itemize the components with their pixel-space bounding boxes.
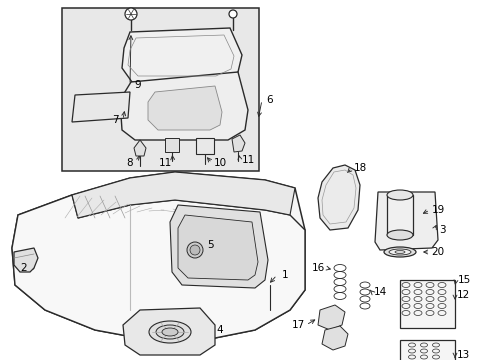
Circle shape	[190, 245, 200, 255]
Text: 13: 13	[455, 350, 468, 360]
Polygon shape	[374, 192, 437, 250]
Bar	[399, 280, 454, 328]
Polygon shape	[72, 172, 294, 218]
Text: 11: 11	[158, 158, 171, 168]
Polygon shape	[178, 215, 258, 280]
Bar	[164, 138, 179, 152]
Text: 4: 4	[216, 325, 223, 335]
Polygon shape	[317, 305, 345, 330]
Text: 14: 14	[373, 287, 386, 297]
Polygon shape	[134, 140, 146, 156]
Text: 8: 8	[126, 158, 133, 168]
Text: 15: 15	[456, 275, 469, 285]
Circle shape	[125, 8, 137, 20]
Polygon shape	[122, 28, 242, 82]
Text: 16: 16	[311, 263, 324, 273]
Text: 12: 12	[455, 290, 468, 300]
Text: 7: 7	[111, 115, 118, 125]
Text: 11: 11	[241, 155, 254, 165]
Polygon shape	[12, 172, 305, 342]
Ellipse shape	[162, 328, 178, 336]
Bar	[399, 340, 454, 360]
Text: 10: 10	[213, 158, 226, 168]
Text: 18: 18	[353, 163, 366, 173]
Text: 20: 20	[430, 247, 444, 257]
Polygon shape	[170, 205, 267, 288]
Text: 2: 2	[20, 263, 27, 273]
Ellipse shape	[386, 190, 412, 200]
Text: 5: 5	[206, 240, 213, 250]
Text: 17: 17	[291, 320, 304, 330]
Polygon shape	[123, 308, 215, 355]
Ellipse shape	[156, 325, 183, 339]
Polygon shape	[231, 135, 244, 152]
Ellipse shape	[386, 230, 412, 240]
Text: 3: 3	[438, 225, 445, 235]
Bar	[62, 8, 259, 171]
Ellipse shape	[388, 249, 410, 255]
Ellipse shape	[383, 247, 415, 257]
Polygon shape	[317, 165, 359, 230]
Text: 6: 6	[266, 95, 273, 105]
Circle shape	[228, 10, 237, 18]
Circle shape	[186, 242, 203, 258]
Polygon shape	[12, 195, 305, 342]
Text: 1: 1	[281, 270, 288, 280]
Bar	[386, 195, 412, 235]
Ellipse shape	[394, 251, 404, 253]
Text: 19: 19	[430, 205, 444, 215]
Polygon shape	[72, 92, 130, 122]
Bar	[196, 138, 214, 154]
Text: 9: 9	[134, 80, 141, 90]
Polygon shape	[14, 248, 38, 272]
Polygon shape	[321, 326, 347, 350]
Ellipse shape	[149, 321, 191, 343]
Polygon shape	[120, 72, 247, 140]
Polygon shape	[148, 86, 222, 130]
